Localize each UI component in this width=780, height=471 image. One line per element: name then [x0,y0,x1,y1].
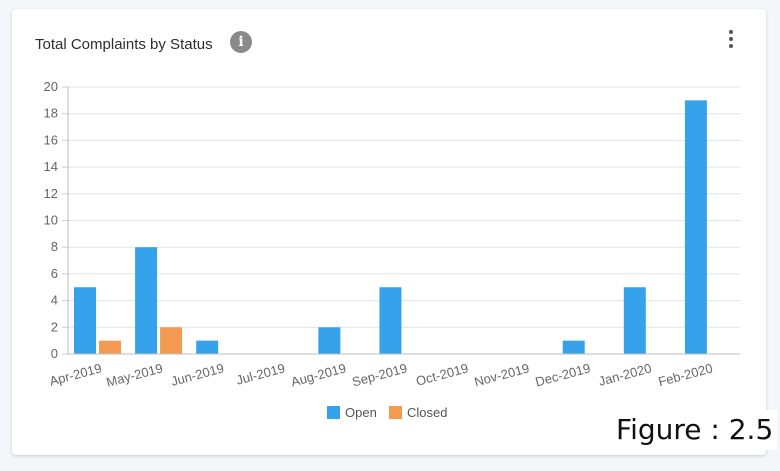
bar-open-jun-2019[interactable] [196,340,219,354]
axes [67,87,740,355]
x-tick-label: Jul-2019 [235,360,287,387]
bar-open-feb-2020[interactable] [684,100,707,354]
legend-swatch-open[interactable] [327,406,340,419]
bar-closed-may-2019[interactable] [160,327,183,354]
x-tick-label: Sep-2019 [350,360,408,389]
bar-open-apr-2019[interactable] [74,287,96,354]
x-tick-label: Apr-2019 [48,360,104,388]
y-tick-label: 14 [44,159,58,174]
bar-open-dec-2019[interactable] [562,340,585,354]
x-tick-label: Feb-2020 [657,360,715,389]
legend: Open Closed [327,405,447,420]
bar-closed-apr-2019[interactable] [99,340,121,354]
x-tick-label: Aug-2019 [289,360,347,389]
bar-open-sep-2019[interactable] [379,287,402,354]
more-vertical-icon[interactable] [721,27,741,51]
bars [74,100,707,354]
bar-open-may-2019[interactable] [135,247,158,354]
x-tick-labels: Apr-2019 May-2019 Jun-2019 Jul-2019 Aug-2019… [48,360,714,389]
figure-label: Figure : 2.5 [612,410,778,450]
chart-card: Total Complaints by Status i [12,9,766,455]
y-tick-label: 8 [51,239,58,254]
y-tick-label: 10 [44,213,58,228]
y-tick-label: 12 [44,186,58,201]
y-tick-labels: 0 2 4 6 8 10 12 14 16 18 20 [44,79,58,361]
x-tick-label: Jan-2020 [597,360,653,389]
legend-label-open[interactable]: Open [345,405,377,420]
x-tick-label: Oct-2019 [414,360,470,388]
x-tick-label: Jun-2019 [169,360,225,389]
y-tick-label: 16 [44,132,58,147]
card-title: Total Complaints by Status [35,36,213,53]
legend-label-closed[interactable]: Closed [407,405,447,420]
y-tick-label: 6 [51,266,58,281]
y-tick-label: 4 [51,293,58,308]
info-icon[interactable]: i [230,31,252,53]
y-tick-label: 2 [51,319,58,334]
y-tick-label: 20 [44,79,58,94]
bar-open-jan-2020[interactable] [623,287,646,354]
legend-swatch-closed[interactable] [389,406,402,419]
x-tick-label: Dec-2019 [534,360,592,389]
y-tick-label: 18 [44,106,58,121]
x-tick-label: May-2019 [105,360,165,389]
bar-open-aug-2019[interactable] [318,327,341,354]
y-tick-label: 0 [51,346,58,361]
x-tick-label: Nov-2019 [473,360,531,389]
